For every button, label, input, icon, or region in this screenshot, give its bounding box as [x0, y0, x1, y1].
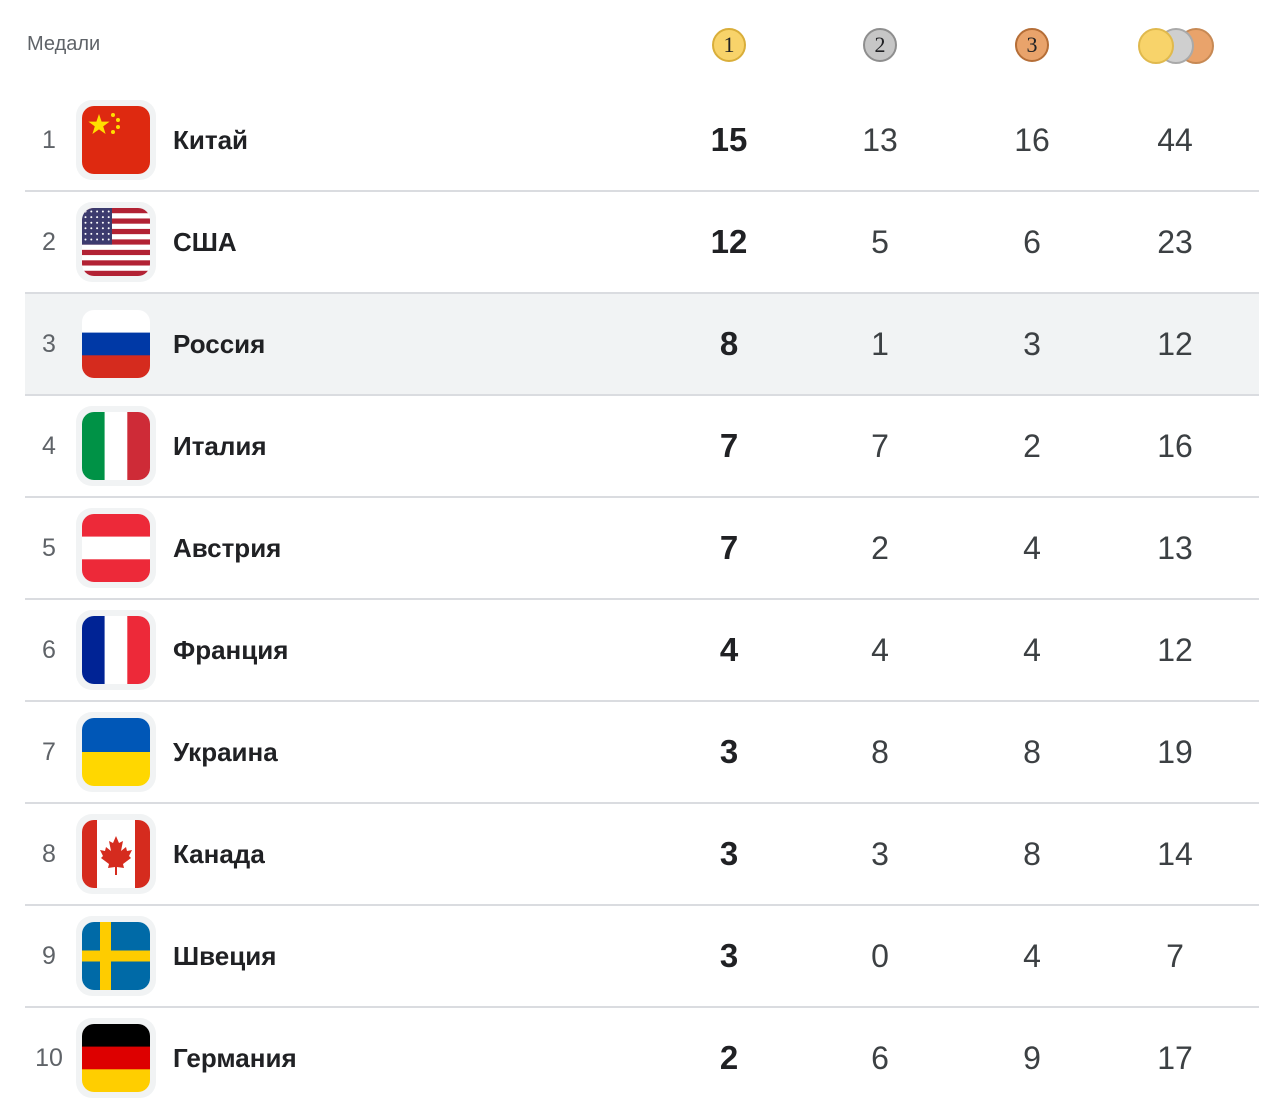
bronze-count: 9	[1023, 1039, 1041, 1076]
table-row[interactable]: 7 Украина 3 8 8 19	[25, 702, 1259, 804]
total-count: 14	[1157, 835, 1193, 872]
bronze-count: 8	[1023, 733, 1041, 770]
country-name: США	[173, 226, 237, 257]
country-name: Канада	[173, 838, 265, 869]
table-row[interactable]: 9 Швеция 3 0 4 7	[25, 906, 1259, 1008]
gold-count: 7	[719, 529, 739, 566]
rank-cell: 7	[42, 737, 56, 766]
rank-cell: 8	[42, 839, 56, 868]
medals-title: Медали	[27, 33, 101, 55]
bronze-count: 16	[1014, 121, 1050, 158]
total-medals-icon	[1138, 28, 1218, 64]
silver-medal-icon: 2	[863, 28, 897, 62]
table-row[interactable]: 2 США 12 5 6 23	[25, 192, 1259, 294]
silver-count: 6	[871, 1039, 889, 1076]
italy-flag-icon	[76, 406, 156, 486]
gold-count: 3	[719, 733, 739, 770]
total-count: 19	[1157, 733, 1193, 770]
country-name: Россия	[173, 328, 266, 359]
rank-cell: 10	[35, 1043, 63, 1072]
silver-count: 0	[871, 937, 889, 974]
medal-table: Медали 1 2 3 1 Китай 15 13 16 44 2 США 1…	[25, 0, 1259, 1108]
silver-count: 1	[871, 325, 889, 362]
bronze-count: 8	[1023, 835, 1041, 872]
silver-count: 8	[871, 733, 889, 770]
country-name: Италия	[173, 430, 267, 461]
rank-cell: 2	[42, 227, 56, 256]
total-count: 23	[1157, 223, 1193, 260]
bronze-count: 2	[1023, 427, 1041, 464]
table-row[interactable]: 4 Италия 7 7 2 16	[25, 396, 1259, 498]
usa-flag-icon	[76, 202, 156, 282]
country-name: Китай	[173, 124, 249, 155]
rank-cell: 1	[42, 125, 56, 154]
rank-cell: 3	[42, 329, 56, 358]
silver-count: 5	[871, 223, 889, 260]
sweden-flag-icon	[76, 916, 156, 996]
bronze-count: 4	[1023, 631, 1041, 668]
canada-flag-icon	[76, 814, 156, 894]
silver-count: 13	[862, 121, 898, 158]
gold-count: 15	[710, 121, 748, 158]
gold-count: 7	[719, 427, 739, 464]
country-name: Австрия	[173, 532, 282, 563]
total-count: 44	[1157, 121, 1193, 158]
gold-count: 3	[719, 835, 739, 872]
rank-cell: 5	[42, 533, 56, 562]
germany-flag-icon	[76, 1018, 156, 1098]
total-count: 12	[1157, 325, 1193, 362]
table-row[interactable]: 6 Франция 4 4 4 12	[25, 600, 1259, 702]
rank-cell: 4	[42, 431, 56, 460]
gold-count: 8	[719, 325, 739, 362]
russia-flag-icon	[76, 304, 156, 384]
total-count: 13	[1157, 529, 1193, 566]
gold-medal-icon: 1	[712, 28, 746, 62]
silver-count: 4	[871, 631, 889, 668]
country-name: Франция	[173, 634, 289, 665]
bronze-count: 3	[1023, 325, 1041, 362]
silver-count: 7	[871, 427, 889, 464]
table-row[interactable]: 1 Китай 15 13 16 44	[25, 90, 1259, 192]
total-count: 17	[1157, 1039, 1193, 1076]
table-row[interactable]: 3 Россия 8 1 3 12	[25, 294, 1259, 396]
rank-cell: 6	[42, 635, 56, 664]
table-header: Медали 1 2 3	[25, 0, 1259, 90]
france-flag-icon	[76, 610, 156, 690]
bronze-count: 4	[1023, 937, 1041, 974]
gold-count: 2	[719, 1039, 739, 1076]
bronze-count: 6	[1023, 223, 1041, 260]
austria-flag-icon	[76, 508, 156, 588]
silver-count: 3	[871, 835, 889, 872]
total-count: 7	[1166, 937, 1184, 974]
total-count: 12	[1157, 631, 1193, 668]
ukraine-flag-icon	[76, 712, 156, 792]
rank-cell: 9	[42, 941, 56, 970]
gold-count: 3	[719, 937, 739, 974]
country-name: Швеция	[173, 940, 277, 971]
bronze-medal-icon: 3	[1015, 28, 1049, 62]
total-count: 16	[1157, 427, 1193, 464]
china-flag-icon	[76, 100, 156, 180]
silver-count: 2	[871, 529, 889, 566]
country-name: Германия	[173, 1042, 297, 1073]
table-row[interactable]: 10 Германия 2 6 9 17	[25, 1008, 1259, 1108]
gold-count: 4	[719, 631, 739, 668]
country-name: Украина	[173, 736, 278, 767]
gold-count: 12	[710, 223, 748, 260]
bronze-count: 4	[1023, 529, 1041, 566]
table-row[interactable]: 5 Австрия 7 2 4 13	[25, 498, 1259, 600]
table-row[interactable]: 8 Канада 3 3 8 14	[25, 804, 1259, 906]
